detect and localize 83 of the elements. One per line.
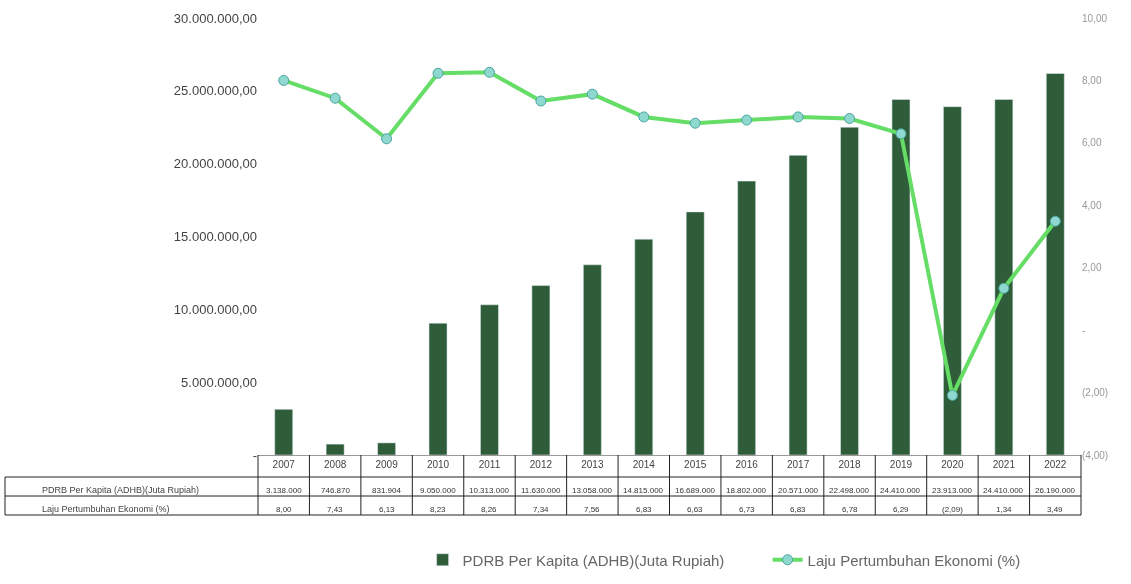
data-label: 6,78 (842, 505, 859, 514)
data-label: 23.913.000 (932, 486, 973, 495)
data-label: 6,83 (636, 505, 653, 514)
data-label: 6,83 (790, 505, 807, 514)
y-tick-label: 20.000.000,00 (173, 156, 257, 172)
bar (685, 211, 705, 455)
data-label: 13.058.000 (572, 486, 613, 495)
legend-label: PDRB Per Kapita (ADHB)(Juta Rupiah) (462, 551, 725, 569)
x-tick-label: 2015 (684, 459, 707, 470)
data-label: 6,73 (739, 505, 756, 514)
x-tick-label: 2011 (478, 459, 501, 470)
bar (634, 238, 654, 455)
bar (994, 99, 1014, 455)
data-label: 20.571.000 (778, 486, 819, 495)
data-label: 26.190.000 (1035, 486, 1076, 495)
y-tick-label: 15.000.000,00 (173, 229, 257, 245)
text: Laju Pertumbuhan Ekonomi (%) (42, 504, 170, 514)
data-label: 10.313.000 (469, 486, 510, 495)
data-label: 8,00 (276, 505, 293, 514)
y-tick-label: 5.000.000,00 (181, 374, 257, 390)
y-tick-label: 30.000.000,00 (173, 10, 257, 26)
bar (428, 322, 448, 455)
x-tick-label: 2019 (889, 459, 913, 470)
bar (531, 285, 551, 455)
data-label: 16.689.000 (675, 486, 716, 495)
x-tick-label: 2020 (941, 459, 964, 470)
data-label: 7,43 (327, 505, 344, 514)
bar (480, 304, 499, 455)
bar (840, 127, 859, 455)
bar (325, 443, 345, 455)
y-tick-label: 25.000.000,00 (173, 83, 257, 99)
data-label: 24.410.000 (983, 486, 1024, 495)
y-tick-label: - (252, 447, 257, 463)
bar (891, 99, 911, 455)
y2-tick-label: 10,00 (1082, 12, 1108, 24)
x-tick-label: 2012 (529, 459, 553, 470)
y2-tick-label: - (1082, 324, 1086, 336)
legend-label: Laju Pertumbuhan Ekonomi (%) (807, 551, 1021, 569)
x-tick-label: 2022 (1044, 459, 1067, 470)
y2-tick-label: 6,00 (1082, 137, 1102, 149)
bar (737, 180, 756, 455)
bar (583, 264, 602, 455)
data-label: 22.498.000 (829, 486, 870, 495)
bar (377, 442, 396, 455)
data-label: 24.410.000 (880, 486, 921, 495)
x-tick-label: 2010 (426, 459, 450, 470)
y2-tick-label: (2,00) (1082, 387, 1109, 399)
bar (274, 409, 293, 455)
y2-tick-label: 4,00 (1082, 199, 1102, 211)
data-label: 6,29 (893, 505, 910, 514)
y2-tick-label: 2,00 (1082, 262, 1102, 274)
data-label: 831.904 (372, 486, 402, 495)
data-label: 18.802.000 (726, 486, 767, 495)
bar (1046, 73, 1065, 455)
x-tick-label: 2007 (272, 459, 296, 470)
bar (943, 106, 962, 455)
y2-tick-label: 8,00 (1082, 74, 1102, 86)
data-label: 1,34 (996, 505, 1013, 514)
x-tick-label: 2016 (735, 459, 759, 470)
data-label: (2,09) (942, 505, 964, 514)
bar (788, 155, 808, 455)
data-label: 14.815.000 (623, 486, 664, 495)
data-label: 3.138.000 (266, 486, 303, 495)
x-tick-label: 2014 (632, 459, 656, 470)
x-tick-label: 2021 (992, 459, 1016, 470)
data-label: 7,56 (584, 505, 601, 514)
text: PDRB Per Kapita (ADHB)(Juta Rupiah) (42, 485, 200, 495)
x-tick-label: 2008 (324, 459, 347, 470)
data-label: 746.870 (321, 486, 351, 495)
y-tick-label: 10.000.000,00 (173, 301, 257, 317)
data-label: 3,49 (1047, 505, 1064, 514)
data-label: 8,23 (430, 505, 447, 514)
x-tick-label: 2018 (838, 459, 862, 470)
x-tick-label: 2009 (375, 459, 399, 470)
data-label: 11.630.000 (521, 486, 561, 495)
data-label: 9.050.000 (420, 486, 457, 495)
data-label: 6,13 (379, 505, 396, 514)
x-tick-label: 2013 (581, 459, 604, 470)
data-label: 7,34 (533, 505, 550, 514)
data-label: 8,26 (481, 505, 498, 514)
data-label: 6,63 (687, 505, 704, 514)
y2-tick-label: (4,00) (1082, 449, 1109, 461)
x-tick-label: 2017 (786, 459, 810, 470)
